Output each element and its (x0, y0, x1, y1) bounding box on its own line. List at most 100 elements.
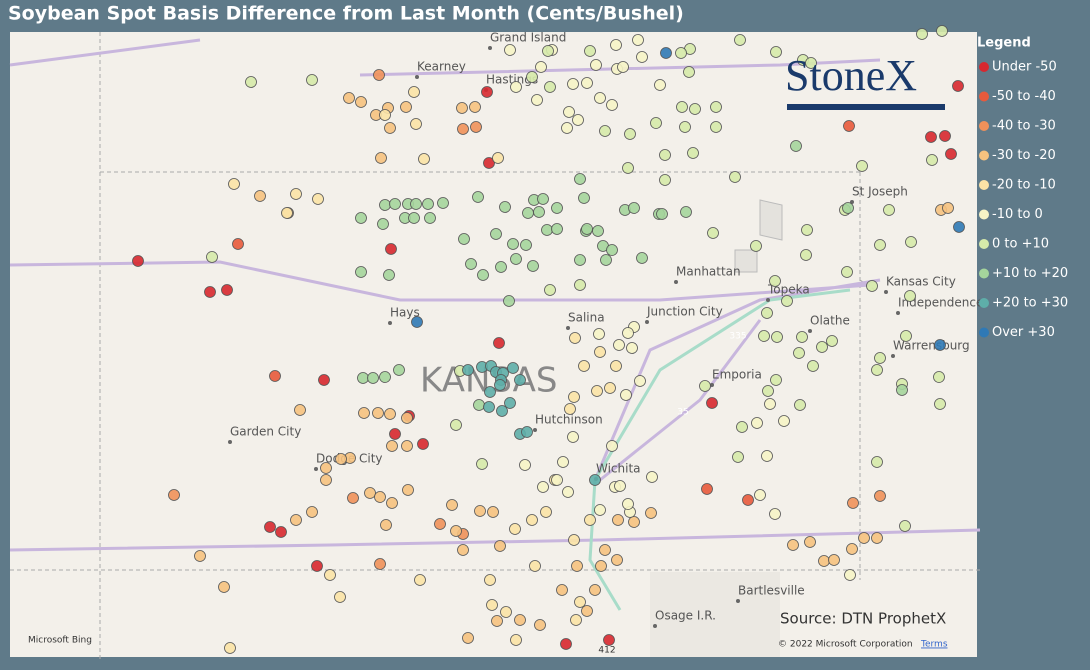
site-dot (883, 204, 895, 216)
site-dot (476, 458, 488, 470)
site-dot (594, 504, 606, 516)
site-dot (606, 440, 618, 452)
site-dot (687, 147, 699, 159)
site-dot (592, 225, 604, 237)
site-dot (417, 438, 429, 450)
site-dot (379, 109, 391, 121)
site-dot (818, 555, 830, 567)
legend-label: -20 to -10 (992, 178, 1056, 193)
site-dot (710, 101, 722, 113)
place-label: Kansas City (886, 275, 956, 289)
site-dot (375, 152, 387, 164)
site-dot (408, 86, 420, 98)
site-dot (132, 255, 144, 267)
site-dot (804, 536, 816, 548)
site-dot (578, 360, 590, 372)
site-dot (628, 202, 640, 214)
site-dot (794, 399, 806, 411)
site-dot (650, 117, 662, 129)
site-dot (899, 520, 911, 532)
site-dot (562, 486, 574, 498)
place-label: Salina (568, 311, 605, 325)
place-label: Manhattan (676, 265, 741, 279)
site-dot (374, 491, 386, 503)
site-dot (843, 120, 855, 132)
place-dot (314, 467, 318, 471)
site-dot (751, 417, 763, 429)
site-dot (683, 66, 695, 78)
site-dot (269, 370, 281, 382)
site-dot (469, 101, 481, 113)
site-dot (318, 374, 330, 386)
site-dot (224, 642, 236, 654)
place-dot (884, 290, 888, 294)
legend-swatch (979, 121, 989, 131)
roads (9, 38, 981, 552)
site-dot (764, 398, 776, 410)
place-dot (645, 320, 649, 324)
site-dot (357, 372, 369, 384)
site-dot (477, 269, 489, 281)
site-dot (483, 401, 495, 413)
bing: Microsoft Bing (28, 636, 92, 646)
site-dot (533, 206, 545, 218)
site-dot (465, 258, 477, 270)
site-dot (800, 249, 812, 261)
site-dot (437, 197, 449, 209)
site-dot (232, 238, 244, 250)
site-dot (529, 560, 541, 572)
site-dot (590, 59, 602, 71)
site-dot (847, 497, 859, 509)
site-dot (706, 397, 718, 409)
site-dot (458, 233, 470, 245)
site-dot (771, 331, 783, 343)
site-dot (510, 634, 522, 646)
site-dot (450, 525, 462, 537)
place-label: Warrensburg (893, 339, 970, 353)
site-dot (874, 490, 886, 502)
site-dot (519, 459, 531, 471)
site-dot (581, 77, 593, 89)
terms[interactable]: Terms (920, 640, 948, 650)
site-dot (828, 554, 840, 566)
legend-swatch (979, 180, 989, 190)
site-dot (581, 223, 593, 235)
place-dot (808, 329, 812, 333)
legend-label: +20 to +30 (992, 296, 1068, 311)
copyright: © 2022 Microsoft Corporation (778, 640, 913, 650)
site-dot (386, 440, 398, 452)
legend-title: Legend (977, 36, 1031, 51)
place-dot (653, 624, 657, 628)
place-label: Hutchinson (535, 413, 603, 427)
site-dot (486, 599, 498, 611)
site-dot (871, 532, 883, 544)
site-dot (402, 484, 414, 496)
site-dot (874, 239, 886, 251)
site-dot (659, 174, 671, 186)
site-dot (574, 173, 586, 185)
site-dot (563, 106, 575, 118)
site-dot (542, 45, 554, 57)
place-dot (488, 46, 492, 50)
site-dot (926, 154, 938, 166)
site-dot (324, 569, 336, 581)
site-dot (355, 266, 367, 278)
site-dot (290, 514, 302, 526)
place-dot (710, 383, 714, 387)
site-dot (916, 28, 928, 40)
site-dot (645, 507, 657, 519)
site-dot (418, 153, 430, 165)
site-dot (736, 421, 748, 433)
site-dot (574, 254, 586, 266)
site-dot (456, 102, 468, 114)
site-dot (761, 450, 773, 462)
site-dot (561, 122, 573, 134)
site-dot (793, 347, 805, 359)
site-dot (245, 76, 257, 88)
place-label: Garden City (230, 425, 301, 439)
legend-label: 0 to +10 (992, 237, 1049, 252)
site-dot (551, 202, 563, 214)
site-dot (450, 419, 462, 431)
site-dot (593, 328, 605, 340)
site-dot (567, 78, 579, 90)
